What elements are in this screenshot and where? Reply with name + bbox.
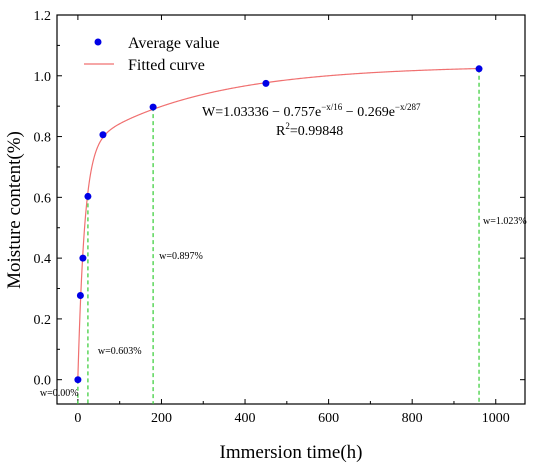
legend: Average value Fitted curve [84,35,220,74]
data-point [84,192,92,200]
fitted-curve [77,67,482,378]
x-tick-label: 1000 [482,411,510,426]
legend-marker-average [94,38,102,46]
drop-line-label: w=1.023% [483,216,527,227]
x-axis-title: Immersion time(h) [220,442,363,463]
x-tick-label: 0 [74,411,81,426]
x-tick-label: 200 [151,411,172,426]
data-point [79,254,87,262]
data-point [149,103,157,111]
r-squared-base: R [276,124,286,139]
x-tick-label: 600 [318,411,339,426]
data-points [74,65,483,384]
axis-ticks [57,14,525,404]
fit-equation: W=1.03336 − 0.757e−x/16 − 0.269e−x/287 [202,102,421,120]
x-tick-label: 800 [402,411,423,426]
plot-frame [56,14,526,405]
legend-label-average: Average value [128,35,220,52]
data-point [475,65,483,73]
data-point [74,376,82,384]
y-axis-title: Moisture content(%) [4,131,25,289]
y-tick-label: 1.0 [34,70,52,85]
fit-equation-part1: W=1.03336 − 0.757e [202,105,321,120]
r-squared: R2=0.99848 [276,121,343,139]
drop-lines [77,68,480,404]
drop-line-label: w=0.603% [98,346,142,357]
drop-line-label: w=0.897% [159,251,203,262]
drop-line-label: w=0.00% [40,388,79,399]
data-point [99,131,107,139]
drop-line-labels: w=0.00% w=0.603% w=0.897% w=1.023% [40,216,527,399]
data-point [76,292,84,300]
r-squared-value: =0.99848 [290,124,343,139]
fitted-curve-group [77,67,482,378]
y-tick-label: 0.8 [34,131,52,146]
y-tick-label: 0.2 [34,313,52,328]
fit-equation-exp2: −x/287 [395,102,421,112]
legend-label-fitted: Fitted curve [128,57,205,74]
y-tick-label: 1.2 [34,9,52,24]
r-squared-sup: 2 [285,121,290,131]
y-tick-label: 0.4 [34,252,52,267]
data-point [262,79,270,87]
tick-labels: 0 200 400 600 800 1000 0.0 0.2 0.4 0.6 0.8 1.0 1.2 [34,9,510,426]
fit-equation-exp1: −x/16 [321,102,343,112]
fit-equation-part2: − 0.269e [342,105,395,120]
y-tick-label: 0.0 [34,374,52,389]
y-tick-label: 0.6 [34,191,52,206]
x-tick-label: 400 [235,411,256,426]
